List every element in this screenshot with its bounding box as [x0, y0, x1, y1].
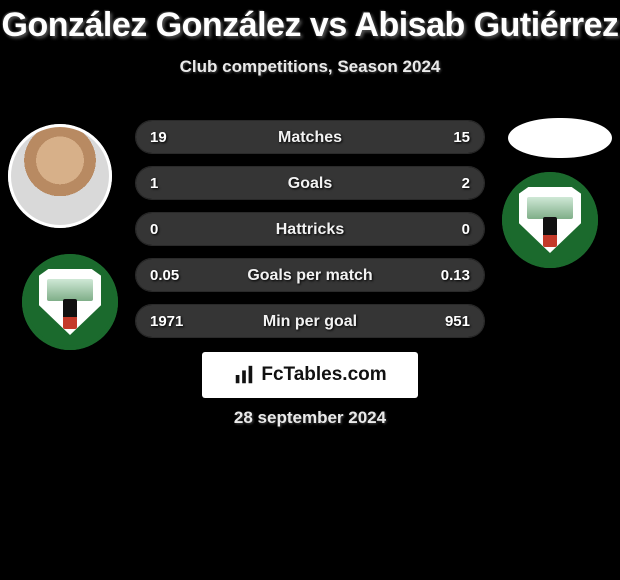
stat-bar-right — [331, 121, 484, 153]
stat-row: 0.050.13Goals per match — [135, 258, 485, 292]
stat-row: 12Goals — [135, 166, 485, 200]
comparison-stats: 1915Matches 12Goals 00Hattricks 0.050.13Goa… — [135, 120, 485, 350]
stat-bar-left — [136, 259, 233, 291]
brand-text: FcTables.com — [261, 364, 386, 386]
stat-row: 00Hattricks — [135, 212, 485, 246]
club-crest-icon — [39, 269, 101, 335]
page-subtitle: Club competitions, Season 2024 — [0, 57, 620, 77]
stat-bar-left — [136, 305, 369, 337]
stat-bar-right — [369, 305, 484, 337]
barchart-icon — [233, 364, 255, 386]
footer-date: 28 september 2024 — [0, 408, 620, 428]
page-title: González González vs Abisab Gutiérrez — [0, 0, 620, 45]
stat-bar-left — [136, 167, 251, 199]
stat-bar-left — [136, 121, 331, 153]
player-right-avatar — [508, 118, 612, 158]
stat-bar-right — [251, 167, 484, 199]
stat-bar-right — [233, 259, 484, 291]
player-right-club-badge — [502, 172, 598, 268]
stat-row: 1971951Min per goal — [135, 304, 485, 338]
club-crest-icon — [519, 187, 581, 253]
player-left-avatar — [8, 124, 112, 228]
stat-bar-right — [310, 213, 484, 245]
player-left-club-badge — [22, 254, 118, 350]
brand-badge: FcTables.com — [202, 352, 418, 398]
stat-bar-left — [136, 213, 310, 245]
stat-row: 1915Matches — [135, 120, 485, 154]
